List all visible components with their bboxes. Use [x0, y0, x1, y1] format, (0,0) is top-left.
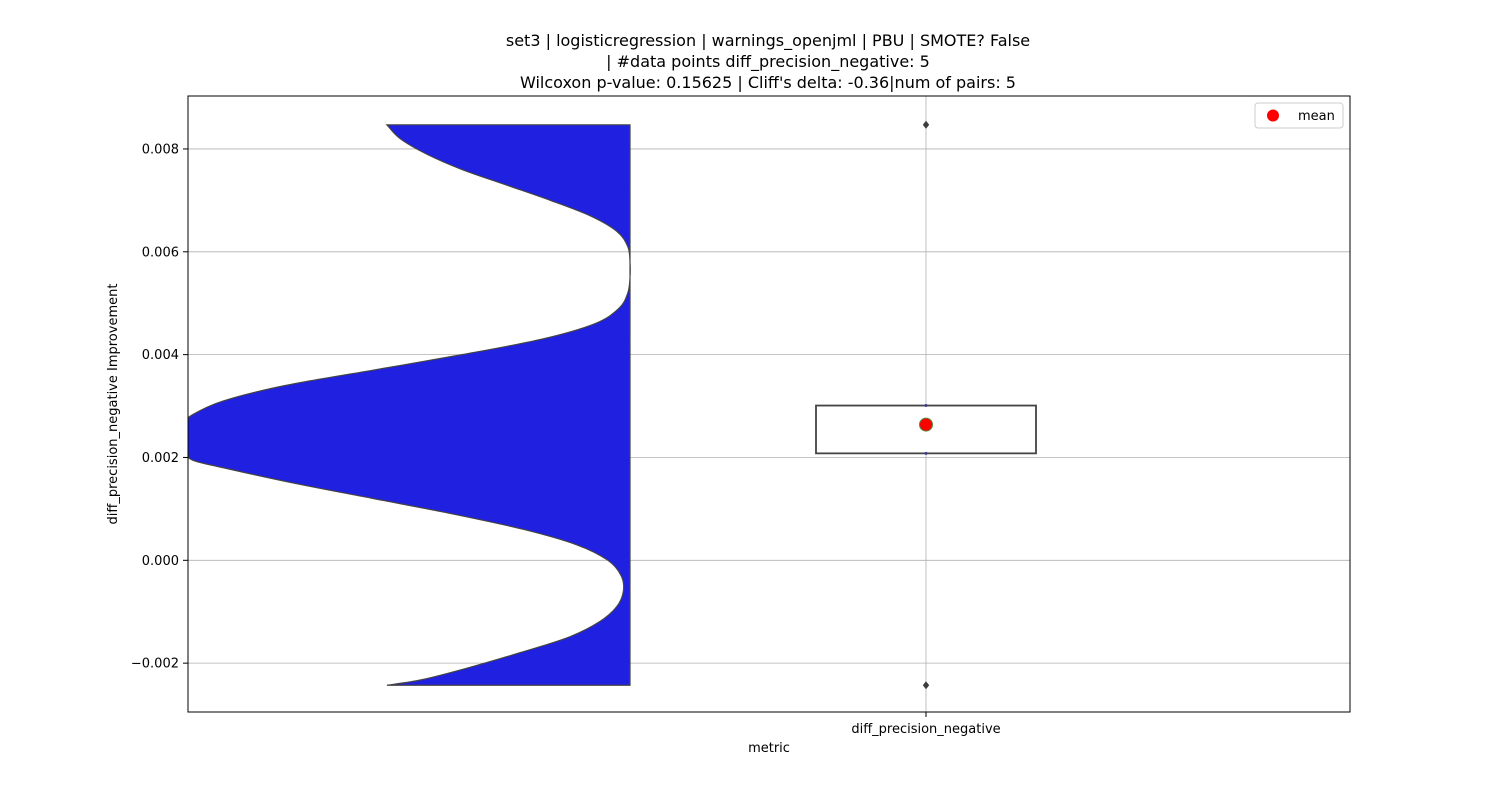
outlier-point: [922, 120, 930, 129]
title-line-2: | #data points diff_precision_negative: …: [606, 52, 930, 72]
y-axis-ticks: −0.002 0.000 0.002 0.004 0.006 0.008: [131, 142, 188, 672]
violin-shape: [188, 124, 631, 686]
x-tick-label: diff_precision_negative: [851, 722, 1000, 737]
whisker-cap: [924, 451, 928, 455]
y-tick-label: 0.006: [142, 245, 179, 260]
legend-mean-label: mean: [1298, 109, 1335, 124]
plot-frame: [187, 95, 1351, 713]
title-line-3: Wilcoxon p-value: 0.15625 | Cliff's delt…: [520, 73, 1016, 92]
legend-box: [1254, 102, 1344, 129]
title-line-1: set3 | logisticregression | warnings_ope…: [506, 31, 1030, 51]
y-tick-label: −0.002: [131, 657, 179, 672]
x-axis-label: metric: [748, 741, 790, 756]
y-tick-label: 0.000: [142, 554, 179, 569]
x-axis-ticks: diff_precision_negative: [851, 712, 1001, 737]
violin-layer: [188, 124, 631, 686]
legend-mean-marker: [1267, 109, 1279, 122]
whisker-cap: [924, 404, 928, 408]
chart-title: set3 | logisticregression | warnings_ope…: [506, 31, 1030, 92]
legend: mean: [1254, 102, 1344, 129]
y-tick-label: 0.008: [142, 142, 179, 157]
mean-marker: [919, 417, 933, 432]
y-axis-label: diff_precision_negative Improvement: [106, 284, 121, 525]
y-tick-label: 0.004: [142, 348, 179, 363]
outlier-point: [922, 681, 930, 690]
y-tick-label: 0.002: [142, 451, 179, 466]
box-layer: [815, 120, 1037, 690]
